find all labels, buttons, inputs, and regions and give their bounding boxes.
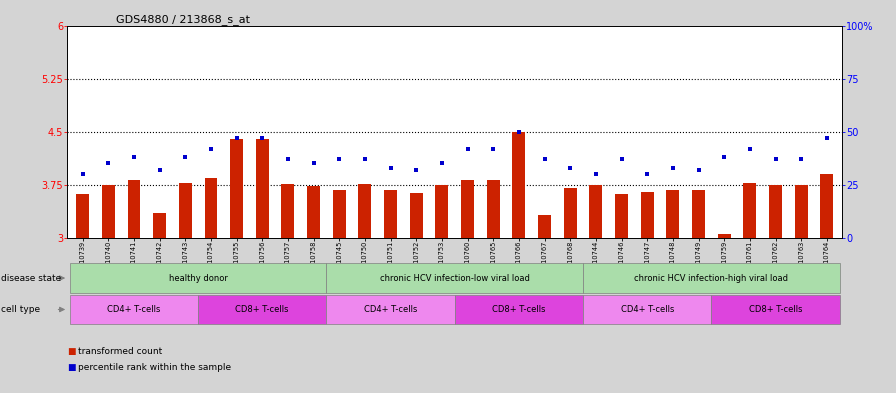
Text: GDS4880 / 213868_s_at: GDS4880 / 213868_s_at — [116, 14, 251, 25]
Text: CD4+ T-cells: CD4+ T-cells — [621, 305, 674, 314]
Bar — [153, 213, 166, 238]
Point — [229, 135, 244, 141]
Bar — [795, 185, 807, 238]
Bar — [307, 186, 320, 238]
Point — [203, 145, 218, 152]
Text: cell type: cell type — [1, 305, 40, 314]
Point — [820, 135, 834, 141]
Point — [769, 156, 783, 162]
Text: CD8+ T-cells: CD8+ T-cells — [749, 305, 802, 314]
Point — [306, 160, 321, 167]
Bar — [435, 185, 448, 238]
Text: chronic HCV infection-high viral load: chronic HCV infection-high viral load — [634, 274, 788, 283]
Bar — [256, 139, 269, 238]
Point — [512, 129, 526, 135]
Point — [178, 154, 193, 160]
Text: chronic HCV infection-low viral load: chronic HCV infection-low viral load — [380, 274, 530, 283]
Bar — [769, 185, 782, 238]
Point — [666, 165, 680, 171]
Point — [280, 156, 295, 162]
Point — [717, 154, 731, 160]
Point — [589, 171, 603, 177]
Bar — [821, 174, 833, 238]
Text: disease state: disease state — [1, 274, 61, 283]
Point — [409, 167, 424, 173]
Point — [332, 156, 347, 162]
Bar — [692, 190, 705, 238]
Text: CD8+ T-cells: CD8+ T-cells — [236, 305, 289, 314]
Bar — [409, 193, 423, 238]
Point — [383, 165, 398, 171]
Bar — [230, 139, 243, 238]
Text: healthy donor: healthy donor — [168, 274, 228, 283]
Point — [640, 171, 654, 177]
Bar — [641, 192, 653, 238]
Bar — [102, 185, 115, 238]
Point — [461, 145, 475, 152]
Bar — [667, 190, 679, 238]
Bar — [179, 183, 192, 238]
Point — [255, 135, 270, 141]
Point — [101, 160, 116, 167]
Bar — [616, 194, 628, 238]
Bar — [718, 234, 730, 238]
Bar — [204, 178, 218, 238]
Text: transformed count: transformed count — [78, 347, 162, 356]
Text: CD8+ T-cells: CD8+ T-cells — [492, 305, 546, 314]
Bar — [76, 194, 89, 238]
Point — [743, 145, 757, 152]
Point — [794, 156, 808, 162]
Bar — [384, 190, 397, 238]
Text: percentile rank within the sample: percentile rank within the sample — [78, 363, 231, 372]
Point — [126, 154, 141, 160]
Text: CD4+ T-cells: CD4+ T-cells — [364, 305, 418, 314]
Point — [486, 145, 500, 152]
Bar — [461, 180, 474, 238]
Point — [435, 160, 449, 167]
Bar — [564, 188, 577, 238]
Bar — [281, 184, 294, 238]
Point — [563, 165, 577, 171]
Point — [538, 156, 552, 162]
Bar — [332, 190, 346, 238]
Text: CD4+ T-cells: CD4+ T-cells — [108, 305, 160, 314]
Bar — [513, 132, 525, 238]
Point — [152, 167, 167, 173]
Bar — [487, 180, 500, 238]
Bar — [127, 180, 141, 238]
Bar — [744, 183, 756, 238]
Point — [615, 156, 629, 162]
Bar — [358, 184, 371, 238]
Point — [358, 156, 372, 162]
Point — [692, 167, 706, 173]
Text: ■: ■ — [67, 347, 75, 356]
Text: ■: ■ — [67, 363, 75, 372]
Bar — [538, 215, 551, 238]
Point — [75, 171, 90, 177]
Bar — [590, 185, 602, 238]
